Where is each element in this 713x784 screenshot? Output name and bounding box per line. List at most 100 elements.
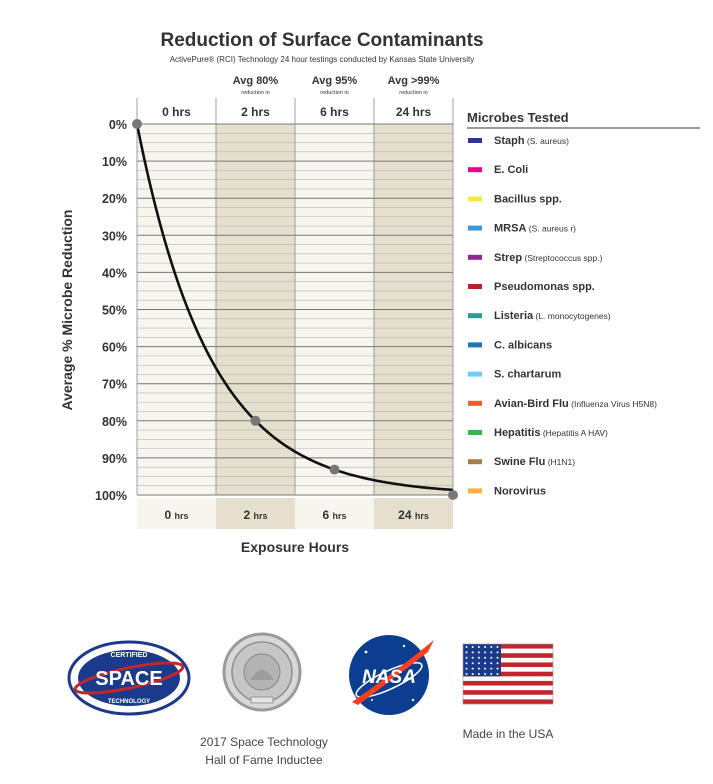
- legend-item: Norovirus: [494, 485, 546, 497]
- legend-item: Staph (S. aureus): [494, 135, 569, 147]
- certified-space-technology-logo: CERTIFIED SPACE TECHNOLOGY: [67, 640, 191, 716]
- x-axis-label: Exposure Hours: [241, 539, 349, 555]
- legend-item: Strep (Streptococcus spp.): [494, 252, 603, 264]
- flag-star: [465, 673, 468, 675]
- column-top-sublabel: reduction in: [399, 90, 427, 96]
- column-header: 2 hrs: [241, 105, 270, 119]
- y-tick-label: 60%: [102, 341, 127, 355]
- legend-item: Listeria (L. monocytogenes): [494, 310, 611, 322]
- flag-star: [496, 651, 499, 654]
- flag-stripe: [463, 657, 553, 663]
- flag-star: [471, 673, 474, 675]
- column-header-labels: 0 hrs 2 hrs 6 hrs 24 hrs: [162, 105, 431, 119]
- flag-star: [496, 656, 499, 659]
- legend-swatch: [468, 167, 482, 173]
- y-tick-label: 50%: [102, 304, 127, 318]
- hall-of-fame-seal: [222, 632, 302, 712]
- flag-star: [477, 656, 480, 659]
- flag-star: [490, 673, 493, 675]
- column-top-sublabel: reduction in: [241, 90, 269, 96]
- flag-stripe: [463, 644, 553, 649]
- flag-star: [490, 646, 493, 648]
- flag-stripe: [463, 648, 553, 654]
- flag-star: [484, 673, 487, 675]
- flag-star: [496, 673, 499, 675]
- bottom-band-cell: [374, 498, 453, 529]
- y-tick-label: 80%: [102, 415, 127, 429]
- legend-swatch: [468, 138, 482, 143]
- chart-subtitle: ActivePure® (RCI) Technology 24 hour tes…: [170, 55, 475, 64]
- y-tick-label: 0%: [109, 118, 127, 132]
- legend-swatch: [468, 225, 482, 231]
- column-header: 24 hrs: [396, 105, 432, 119]
- column-top-label: Avg >99%: [388, 75, 440, 87]
- legend-item: Bacillus spp.: [494, 193, 562, 205]
- flag-star: [465, 662, 468, 665]
- bottom-x-band: 0 hrs 2 hrs 6 hrs 24 hrs: [137, 498, 453, 529]
- flag-stripe: [463, 694, 553, 700]
- bottom-band-cell: [295, 498, 374, 529]
- column-dividers: [136, 98, 454, 495]
- data-point: [329, 464, 340, 475]
- flag-stripe: [463, 662, 553, 668]
- flag-stripe: [463, 653, 553, 659]
- usa-flag: [462, 643, 554, 705]
- x-tick-label: 6 hrs: [322, 508, 346, 522]
- flag-star: [465, 646, 468, 648]
- legend-title: Microbes Tested: [467, 110, 569, 125]
- flag-stripe: [463, 667, 553, 672]
- y-tick-label: 20%: [102, 192, 127, 206]
- legend-swatch: [468, 196, 482, 202]
- legend-swatch: [468, 342, 482, 348]
- space-logo-bottom-text: TECHNOLOGY: [108, 699, 150, 705]
- chart-title: Reduction of Surface Contaminants: [160, 30, 483, 51]
- flag-star: [496, 646, 499, 648]
- flag-star: [477, 646, 480, 648]
- y-axis-label: Average % Microbe Reduction: [59, 210, 75, 411]
- flag-star: [484, 662, 487, 665]
- y-tick-label: 90%: [102, 452, 127, 466]
- reduction-curve: [135, 123, 454, 492]
- data-point: [448, 490, 458, 500]
- flag-star: [471, 662, 474, 665]
- legend-swatch: [468, 313, 482, 319]
- flag-star: [471, 651, 474, 654]
- column-top-label: Avg 95%: [312, 75, 358, 87]
- y-tick-label: 70%: [102, 378, 127, 392]
- space-logo-main-text: SPACE: [95, 668, 162, 690]
- flag-star: [484, 646, 487, 648]
- flag-star: [471, 656, 474, 659]
- flag-star: [490, 656, 493, 659]
- flag-stripe: [463, 676, 553, 682]
- x-tick-label: 24 hrs: [398, 508, 429, 522]
- flag-star: [465, 651, 468, 654]
- flag-star: [471, 646, 474, 648]
- column-top-label: Avg 80%: [233, 75, 279, 87]
- flag-star: [484, 651, 487, 654]
- legend-item: S. chartarum: [494, 369, 561, 381]
- space-logo-top-text: CERTIFIED: [111, 652, 148, 659]
- flag-star: [465, 667, 468, 670]
- legend-item: C. albicans: [494, 339, 552, 351]
- seal-caption-line-2: Hall of Fame Inductee: [205, 753, 323, 767]
- legend-item: Pseudomonas spp.: [494, 281, 595, 293]
- flag-star: [465, 656, 468, 659]
- y-tick-label: 30%: [102, 229, 127, 243]
- legend-swatch: [468, 430, 482, 435]
- flag-stripe: [463, 699, 553, 705]
- legend-swatch: [468, 284, 482, 289]
- legend-item: MRSA (S. aureus r): [494, 223, 576, 235]
- column-top-labels: Avg 80% reduction in Avg 95% reduction in Av…: [233, 75, 440, 96]
- legend-item: Swine Flu (H1N1): [494, 456, 575, 468]
- data-point: [132, 119, 142, 129]
- flag-star: [484, 667, 487, 670]
- flag-stripe: [463, 690, 553, 695]
- flag-caption: Made in the USA: [463, 727, 554, 741]
- flag-star: [471, 667, 474, 670]
- legend: Staph (S. aureus) E. Coli Bacillus spp. MRS…: [468, 135, 657, 497]
- bottom-band-cell: [216, 498, 295, 529]
- data-points: [132, 119, 458, 500]
- legend-item: E. Coli: [494, 164, 528, 176]
- flag-star: [477, 667, 480, 670]
